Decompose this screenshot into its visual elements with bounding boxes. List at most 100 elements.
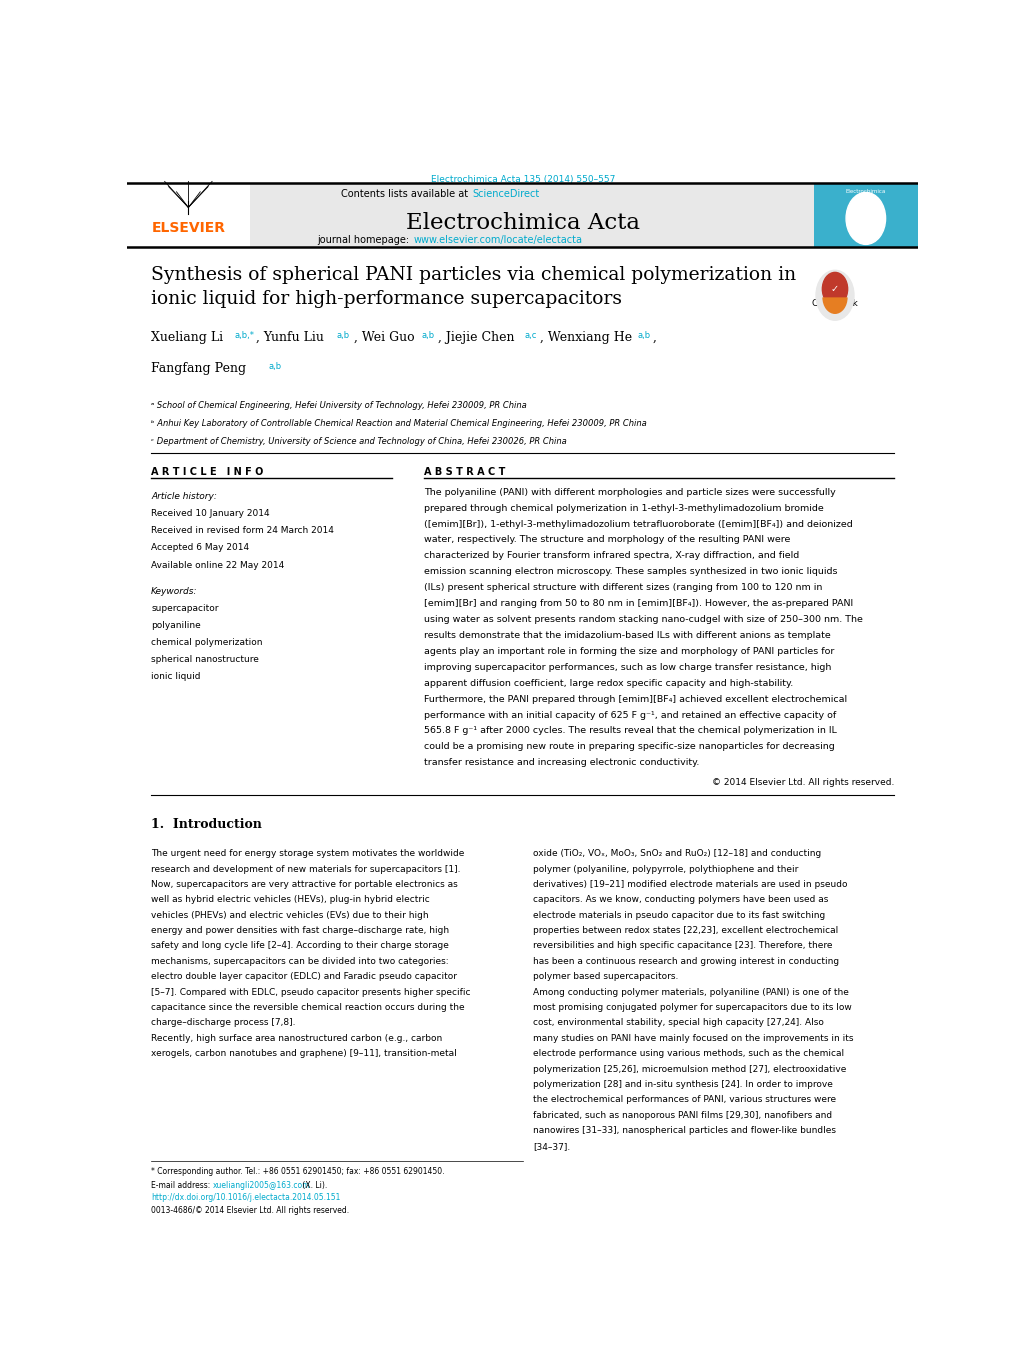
Text: Recently, high surface area nanostructured carbon (e.g., carbon: Recently, high surface area nanostructur… [151,1034,442,1043]
Text: supercapacitor: supercapacitor [151,604,218,613]
Text: © 2014 Elsevier Ltd. All rights reserved.: © 2014 Elsevier Ltd. All rights reserved… [711,778,894,788]
Text: many studies on PANI have mainly focused on the improvements in its: many studies on PANI have mainly focused… [533,1034,853,1043]
Text: performance with an initial capacity of 625 F g⁻¹, and retained an effective cap: performance with an initial capacity of … [424,711,836,720]
Text: ᶜ Department of Chemistry, University of Science and Technology of China, Hefei : ᶜ Department of Chemistry, University of… [151,436,567,446]
Text: fabricated, such as nanoporous PANI films [29,30], nanofibers and: fabricated, such as nanoporous PANI film… [533,1111,832,1120]
Text: electro double layer capacitor (EDLC) and Faradic pseudo capacitor: electro double layer capacitor (EDLC) an… [151,973,457,981]
Text: ([emim][Br]), 1-ethyl-3-methylimadozolium tetrafluoroborate ([emim][BF₄]) and de: ([emim][Br]), 1-ethyl-3-methylimadozoliu… [424,520,852,528]
Text: [34–37].: [34–37]. [533,1142,570,1151]
Text: http://dx.doi.org/10.1016/j.electacta.2014.05.151: http://dx.doi.org/10.1016/j.electacta.20… [151,1193,340,1202]
Text: apparent diffusion coefficient, large redox specific capacity and high-stability: apparent diffusion coefficient, large re… [424,678,793,688]
Text: polymer based supercapacitors.: polymer based supercapacitors. [533,973,678,981]
Text: transfer resistance and increasing electronic conductivity.: transfer resistance and increasing elect… [424,758,699,767]
Text: Received in revised form 24 March 2014: Received in revised form 24 March 2014 [151,527,334,535]
Text: Keywords:: Keywords: [151,586,198,596]
Text: Furthermore, the PANI prepared through [emim][BF₄] achieved excellent electroche: Furthermore, the PANI prepared through [… [424,694,846,704]
Text: a,b: a,b [421,331,434,339]
Text: ᵃ School of Chemical Engineering, Hefei University of Technology, Hefei 230009, : ᵃ School of Chemical Engineering, Hefei … [151,401,527,411]
Text: oxide (TiO₂, VOₓ, MoO₃, SnO₂ and RuO₂) [12–18] and conducting: oxide (TiO₂, VOₓ, MoO₃, SnO₂ and RuO₂) [… [533,850,820,858]
Text: E-mail address:: E-mail address: [151,1181,213,1189]
Text: 1.  Introduction: 1. Introduction [151,817,262,831]
Text: xueliangli2005@163.com: xueliangli2005@163.com [213,1181,310,1189]
Text: could be a promising new route in preparing specific-size nanoparticles for decr: could be a promising new route in prepar… [424,743,834,751]
Text: using water as solvent presents random stacking nano-cudgel with size of 250–300: using water as solvent presents random s… [424,615,862,624]
Text: 0013-4686/© 2014 Elsevier Ltd. All rights reserved.: 0013-4686/© 2014 Elsevier Ltd. All right… [151,1205,348,1215]
Bar [127,182,917,247]
Text: A B S T R A C T: A B S T R A C T [424,467,504,477]
Text: emission scanning electron microscopy. These samples synthesized in two ionic li: emission scanning electron microscopy. T… [424,567,837,577]
Text: reversibilities and high specific capacitance [23]. Therefore, there: reversibilities and high specific capaci… [533,942,832,951]
Text: a,b,*: a,b,* [234,331,254,339]
Text: polyaniline: polyaniline [151,621,201,630]
Text: polymer (polyaniline, polypyrrole, polythiophene and their: polymer (polyaniline, polypyrrole, polyt… [533,865,798,874]
Text: most promising conjugated polymer for supercapacitors due to its low: most promising conjugated polymer for su… [533,1002,851,1012]
Text: , Wenxiang He: , Wenxiang He [540,331,632,343]
Text: spherical nanostructure: spherical nanostructure [151,655,259,665]
Bar [813,182,917,247]
Text: [emim][Br] and ranging from 50 to 80 nm in [emim][BF₄]). However, the as-prepare: [emim][Br] and ranging from 50 to 80 nm … [424,598,852,608]
Wedge shape [821,297,847,313]
Bar [127,182,250,247]
Text: Xueliang Li: Xueliang Li [151,331,223,343]
Circle shape [845,192,884,245]
Text: ✓: ✓ [830,284,839,295]
Text: Synthesis of spherical PANI particles via chemical polymerization in
ionic liqui: Synthesis of spherical PANI particles vi… [151,266,796,308]
Text: Electrochimica
Acta: Electrochimica Acta [845,189,886,200]
Text: capacitance since the reversible chemical reaction occurs during the: capacitance since the reversible chemica… [151,1002,465,1012]
Text: ᵇ Anhui Key Laboratory of Controllable Chemical Reaction and Material Chemical E: ᵇ Anhui Key Laboratory of Controllable C… [151,419,646,428]
Text: mechanisms, supercapacitors can be divided into two categories:: mechanisms, supercapacitors can be divid… [151,957,448,966]
Text: a,b: a,b [637,331,650,339]
Text: ELSEVIER: ELSEVIER [151,222,225,235]
Text: capacitors. As we know, conducting polymers have been used as: capacitors. As we know, conducting polym… [533,896,827,904]
Text: CrossMark: CrossMark [811,300,858,308]
Text: (ILs) present spherical structure with different sizes (ranging from 100 to 120 : (ILs) present spherical structure with d… [424,584,821,592]
Text: ,: , [652,331,655,343]
Text: The polyaniline (PANI) with different morphologies and particle sizes were succe: The polyaniline (PANI) with different mo… [424,488,835,497]
Text: energy and power densities with fast charge–discharge rate, high: energy and power densities with fast cha… [151,925,449,935]
Text: 565.8 F g⁻¹ after 2000 cycles. The results reveal that the chemical polymerizati: 565.8 F g⁻¹ after 2000 cycles. The resul… [424,727,836,735]
Text: * Corresponding author. Tel.: +86 0551 62901450; fax: +86 0551 62901450.: * Corresponding author. Tel.: +86 0551 6… [151,1167,444,1175]
Text: Available online 22 May 2014: Available online 22 May 2014 [151,561,284,570]
Text: has been a continuous research and growing interest in conducting: has been a continuous research and growi… [533,957,839,966]
Text: ionic liquid: ionic liquid [151,673,201,681]
Text: Electrochimica Acta: Electrochimica Acta [406,212,639,234]
Text: well as hybrid electric vehicles (HEVs), plug-in hybrid electric: well as hybrid electric vehicles (HEVs),… [151,896,430,904]
Text: Article history:: Article history: [151,492,217,501]
Text: xerogels, carbon nanotubes and graphene) [9–11], transition-metal: xerogels, carbon nanotubes and graphene)… [151,1050,457,1058]
Circle shape [815,270,853,320]
Text: agents play an important role in forming the size and morphology of PANI particl: agents play an important role in forming… [424,647,834,655]
Text: Received 10 January 2014: Received 10 January 2014 [151,509,270,517]
Text: polymerization [25,26], microemulsion method [27], electrooxidative: polymerization [25,26], microemulsion me… [533,1065,846,1074]
Text: a,c: a,c [524,331,536,339]
Text: prepared through chemical polymerization in 1-ethyl-3-methylimadozolium bromide: prepared through chemical polymerization… [424,504,823,512]
Text: Accepted 6 May 2014: Accepted 6 May 2014 [151,543,249,553]
Text: water, respectively. The structure and morphology of the resulting PANI were: water, respectively. The structure and m… [424,535,790,544]
Text: electrode performance using various methods, such as the chemical: electrode performance using various meth… [533,1050,844,1058]
Text: , Jiejie Chen: , Jiejie Chen [438,331,515,343]
Text: , Yunfu Liu: , Yunfu Liu [256,331,324,343]
Text: characterized by Fourier transform infrared spectra, X-ray diffraction, and fiel: characterized by Fourier transform infra… [424,551,799,561]
Text: cost, environmental stability, special high capacity [27,24]. Also: cost, environmental stability, special h… [533,1019,823,1028]
Text: results demonstrate that the imidazolium-based ILs with different anions as temp: results demonstrate that the imidazolium… [424,631,829,640]
Text: nanowires [31–33], nanospherical particles and flower-like bundles: nanowires [31–33], nanospherical particl… [533,1127,836,1135]
Text: ScienceDirect: ScienceDirect [472,189,539,199]
Text: a,b: a,b [268,362,281,372]
Text: electrode materials in pseudo capacitor due to its fast switching: electrode materials in pseudo capacitor … [533,911,824,920]
Text: polymerization [28] and in-situ synthesis [24]. In order to improve: polymerization [28] and in-situ synthesi… [533,1079,833,1089]
Text: derivatives) [19–21] modified electrode materials are used in pseudo: derivatives) [19–21] modified electrode … [533,880,847,889]
Text: The urgent need for energy storage system motivates the worldwide: The urgent need for energy storage syste… [151,850,464,858]
Text: A R T I C L E   I N F O: A R T I C L E I N F O [151,467,263,477]
Text: , Wei Guo: , Wei Guo [354,331,414,343]
Text: Electrochimica Acta 135 (2014) 550–557: Electrochimica Acta 135 (2014) 550–557 [430,174,614,184]
Circle shape [821,273,847,305]
Text: (X. Li).: (X. Li). [300,1181,327,1189]
Text: properties between redox states [22,23], excellent electrochemical: properties between redox states [22,23],… [533,925,838,935]
Text: research and development of new materials for supercapacitors [1].: research and development of new material… [151,865,461,874]
Text: vehicles (PHEVs) and electric vehicles (EVs) due to their high: vehicles (PHEVs) and electric vehicles (… [151,911,428,920]
Text: the electrochemical performances of PANI, various structures were: the electrochemical performances of PANI… [533,1096,836,1105]
Text: Now, supercapacitors are very attractive for portable electronics as: Now, supercapacitors are very attractive… [151,880,458,889]
Text: journal homepage:: journal homepage: [317,235,412,245]
Text: Among conducting polymer materials, polyaniline (PANI) is one of the: Among conducting polymer materials, poly… [533,988,848,997]
Text: [5–7]. Compared with EDLC, pseudo capacitor presents higher specific: [5–7]. Compared with EDLC, pseudo capaci… [151,988,470,997]
Text: safety and long cycle life [2–4]. According to their charge storage: safety and long cycle life [2–4]. Accord… [151,942,448,951]
